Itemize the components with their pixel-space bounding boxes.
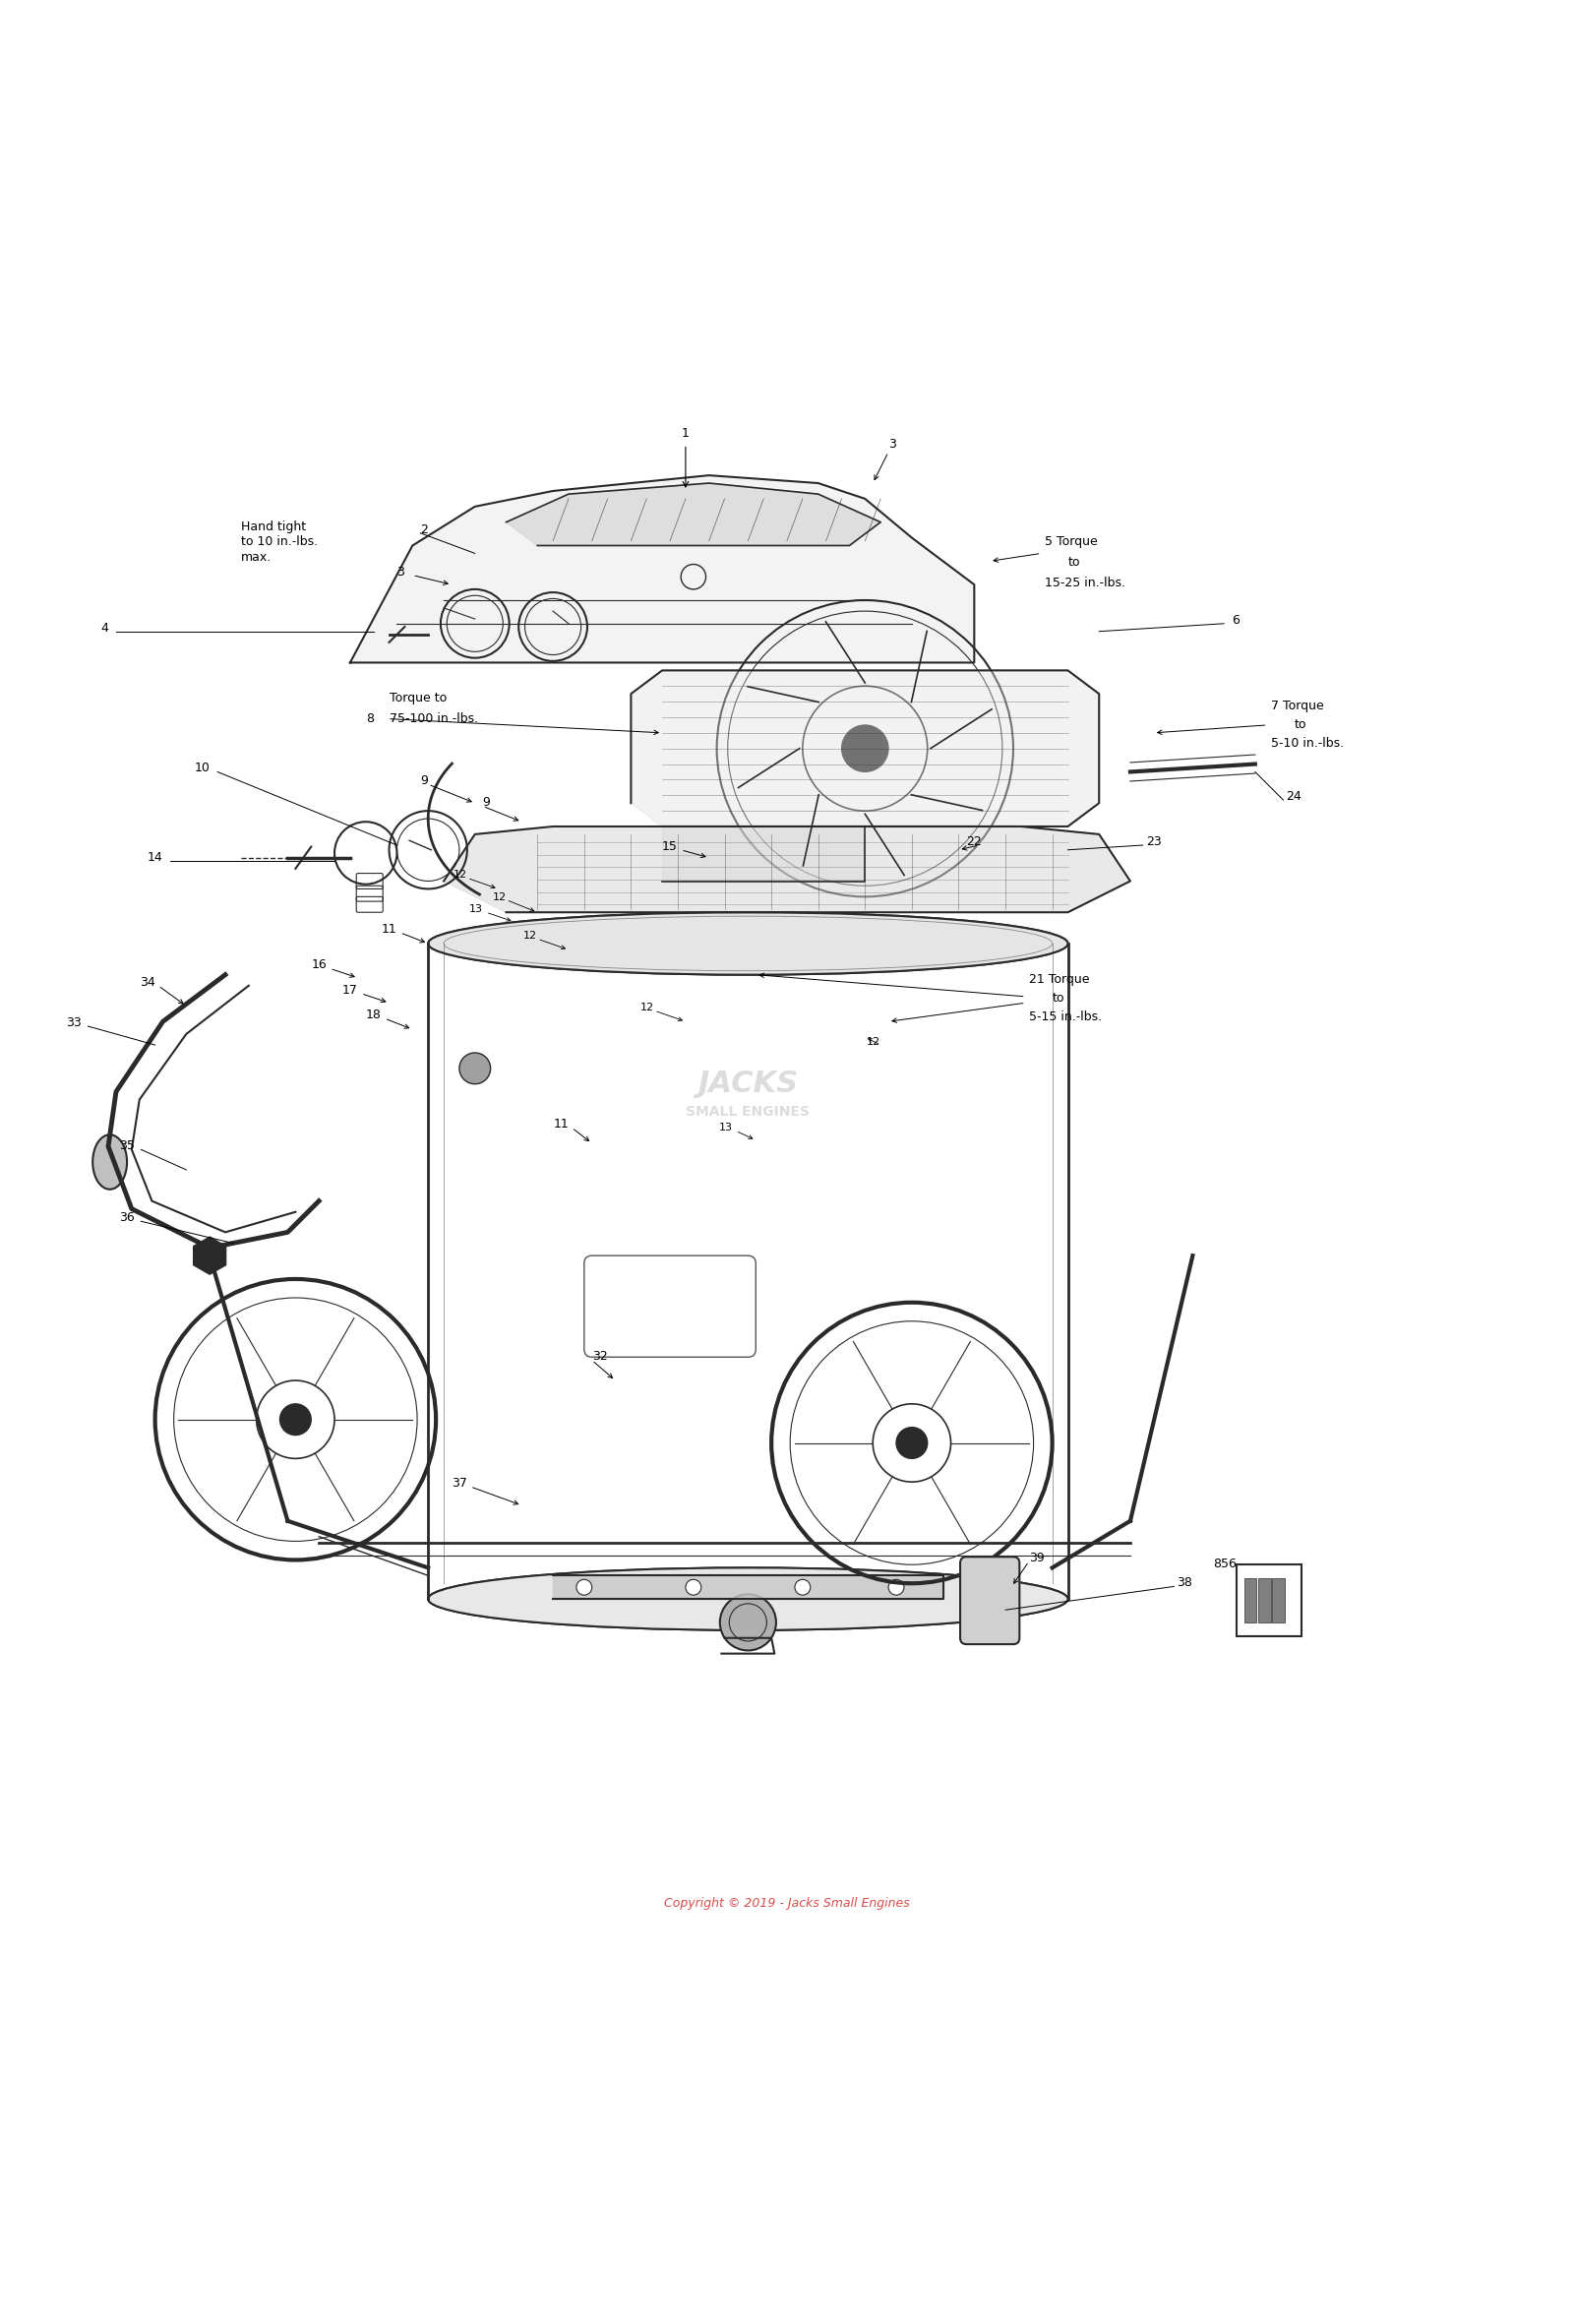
Ellipse shape [428, 1569, 1067, 1629]
Ellipse shape [428, 913, 1067, 974]
Polygon shape [349, 476, 974, 662]
FancyBboxPatch shape [584, 1255, 756, 1357]
Text: 23: 23 [1146, 834, 1162, 848]
Text: 12: 12 [524, 932, 537, 941]
Text: 12: 12 [641, 1002, 655, 1013]
Text: 8: 8 [365, 711, 373, 725]
Text: 38: 38 [1177, 1576, 1193, 1590]
Text: 14: 14 [148, 851, 162, 865]
Text: 33: 33 [66, 1016, 82, 1030]
Text: 21 Torque: 21 Torque [1029, 974, 1089, 985]
Text: 13: 13 [719, 1122, 732, 1132]
Text: 12: 12 [867, 1037, 880, 1046]
Text: to 10 in.-lbs.: to 10 in.-lbs. [241, 537, 318, 548]
Text: 11: 11 [381, 923, 397, 937]
Polygon shape [552, 1576, 943, 1599]
Text: 5-10 in.-lbs.: 5-10 in.-lbs. [1270, 737, 1344, 751]
FancyBboxPatch shape [1237, 1564, 1302, 1636]
Text: 36: 36 [120, 1211, 135, 1225]
Text: 2: 2 [420, 523, 428, 537]
Text: JACKS: JACKS [697, 1069, 798, 1099]
Text: 39: 39 [1029, 1552, 1044, 1564]
Text: 13: 13 [469, 904, 483, 913]
Polygon shape [631, 669, 1099, 827]
Text: to: to [1294, 718, 1306, 732]
FancyBboxPatch shape [960, 1557, 1020, 1643]
Circle shape [842, 725, 888, 772]
Text: 856: 856 [1214, 1557, 1237, 1571]
Circle shape [795, 1580, 811, 1594]
Text: 24: 24 [1286, 790, 1302, 802]
Circle shape [460, 1053, 491, 1083]
Text: Copyright © 2019 - Jacks Small Engines: Copyright © 2019 - Jacks Small Engines [664, 1896, 910, 1910]
Text: 34: 34 [140, 976, 156, 988]
Text: 15-25 in.-lbs.: 15-25 in.-lbs. [1045, 576, 1125, 588]
Polygon shape [663, 827, 866, 881]
Text: 9: 9 [483, 797, 491, 809]
Text: 18: 18 [365, 1009, 381, 1020]
Text: to: to [1067, 555, 1080, 569]
Text: 1: 1 [682, 428, 689, 439]
Ellipse shape [93, 1134, 127, 1190]
Text: 3: 3 [397, 565, 405, 579]
FancyBboxPatch shape [1243, 1578, 1256, 1622]
Text: 6: 6 [1232, 614, 1239, 627]
Text: 11: 11 [552, 1118, 568, 1129]
Text: 16: 16 [312, 957, 327, 971]
Text: 75-100 in.-lbs.: 75-100 in.-lbs. [389, 711, 478, 725]
Text: 9: 9 [420, 774, 428, 788]
Text: 5 Torque: 5 Torque [1045, 537, 1097, 548]
Circle shape [576, 1580, 592, 1594]
Circle shape [719, 1594, 776, 1650]
Text: max.: max. [241, 551, 272, 565]
Circle shape [888, 1580, 903, 1594]
Text: Torque to: Torque to [389, 693, 447, 704]
Text: Hand tight: Hand tight [241, 521, 305, 532]
Text: 12: 12 [453, 869, 467, 881]
Text: 15: 15 [663, 839, 678, 853]
Text: 37: 37 [452, 1476, 467, 1490]
Text: 3: 3 [888, 437, 896, 451]
Text: SMALL ENGINES: SMALL ENGINES [686, 1106, 811, 1118]
Text: 17: 17 [342, 983, 357, 997]
Text: 10: 10 [194, 762, 209, 774]
FancyBboxPatch shape [1258, 1578, 1270, 1622]
Text: 5-15 in.-lbs.: 5-15 in.-lbs. [1029, 1011, 1102, 1023]
FancyBboxPatch shape [1272, 1578, 1284, 1622]
Polygon shape [444, 827, 1130, 913]
Circle shape [280, 1404, 312, 1436]
Circle shape [686, 1580, 700, 1594]
Text: 35: 35 [120, 1139, 135, 1153]
Text: 12: 12 [493, 892, 507, 902]
Text: 4: 4 [101, 621, 109, 634]
Text: 7 Torque: 7 Torque [1270, 700, 1324, 713]
Circle shape [896, 1427, 927, 1459]
Text: 32: 32 [592, 1350, 608, 1364]
Polygon shape [507, 483, 880, 546]
Text: 22: 22 [966, 834, 982, 848]
Text: to: to [1053, 992, 1064, 1004]
